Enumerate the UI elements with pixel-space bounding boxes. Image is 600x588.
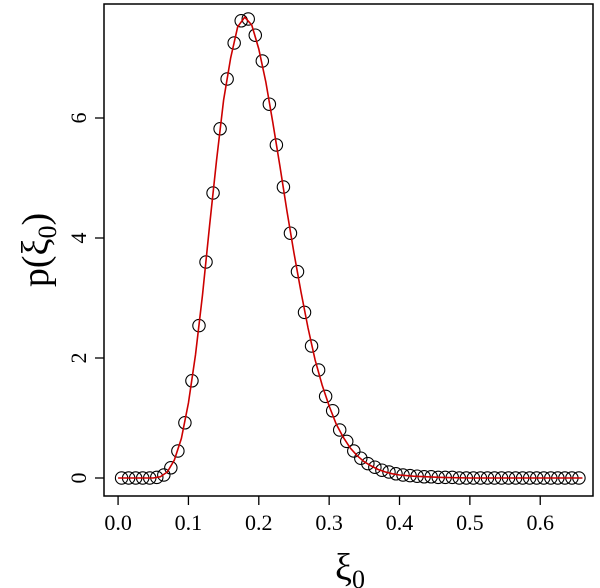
data-point (375, 463, 389, 477)
x-tick-label: 0.2 (245, 510, 273, 535)
plot-frame (103, 3, 594, 497)
x-axis: 0.0 0.1 0.2 0.3 0.4 0.5 0.6 (104, 496, 554, 535)
data-point (347, 444, 361, 458)
data-point (227, 36, 241, 50)
x-axis-label-base: ξ (335, 547, 352, 588)
data-point (332, 423, 347, 437)
y-axis-label-prefix: p( (15, 255, 57, 287)
fit-curve-line (118, 15, 583, 479)
y-tick-label: 0 (66, 473, 91, 484)
data-point (304, 339, 319, 353)
data-point (290, 264, 305, 279)
x-tick-label: 0.3 (315, 510, 343, 535)
y-tick-label: 6 (66, 113, 91, 124)
data-point (220, 72, 234, 86)
data-point (157, 468, 171, 482)
data-point (354, 451, 368, 465)
y-axis: 0 2 4 6 (66, 113, 104, 484)
x-axis-label-subscript: 0 (352, 565, 365, 588)
plot-area (114, 12, 586, 485)
data-point (382, 465, 396, 479)
data-point (269, 138, 284, 152)
x-tick-label: 0.4 (386, 510, 414, 535)
data-point (361, 456, 375, 471)
x-tick-label: 0.5 (456, 510, 484, 535)
data-point (368, 460, 382, 474)
data-point (339, 434, 354, 449)
y-axis-label-suffix: ) (15, 213, 57, 226)
x-tick-label: 0.0 (104, 510, 132, 535)
data-point (241, 12, 255, 26)
y-axis-label: p(ξ0) (15, 213, 62, 287)
data-point (164, 461, 178, 475)
x-axis-label: ξ0 (335, 547, 365, 588)
data-point (248, 28, 263, 42)
data-point (171, 444, 185, 458)
data-point (311, 363, 326, 377)
x-tick-label: 0.1 (175, 510, 203, 535)
y-tick-label: 2 (66, 353, 91, 364)
y-axis-label-base: ξ (15, 238, 57, 255)
data-point (283, 226, 298, 240)
x-tick-label: 0.6 (526, 510, 554, 535)
y-tick-label: 4 (66, 233, 91, 244)
data-point (318, 389, 333, 404)
data-point (178, 416, 192, 430)
y-axis-label-subscript: 0 (33, 226, 62, 239)
